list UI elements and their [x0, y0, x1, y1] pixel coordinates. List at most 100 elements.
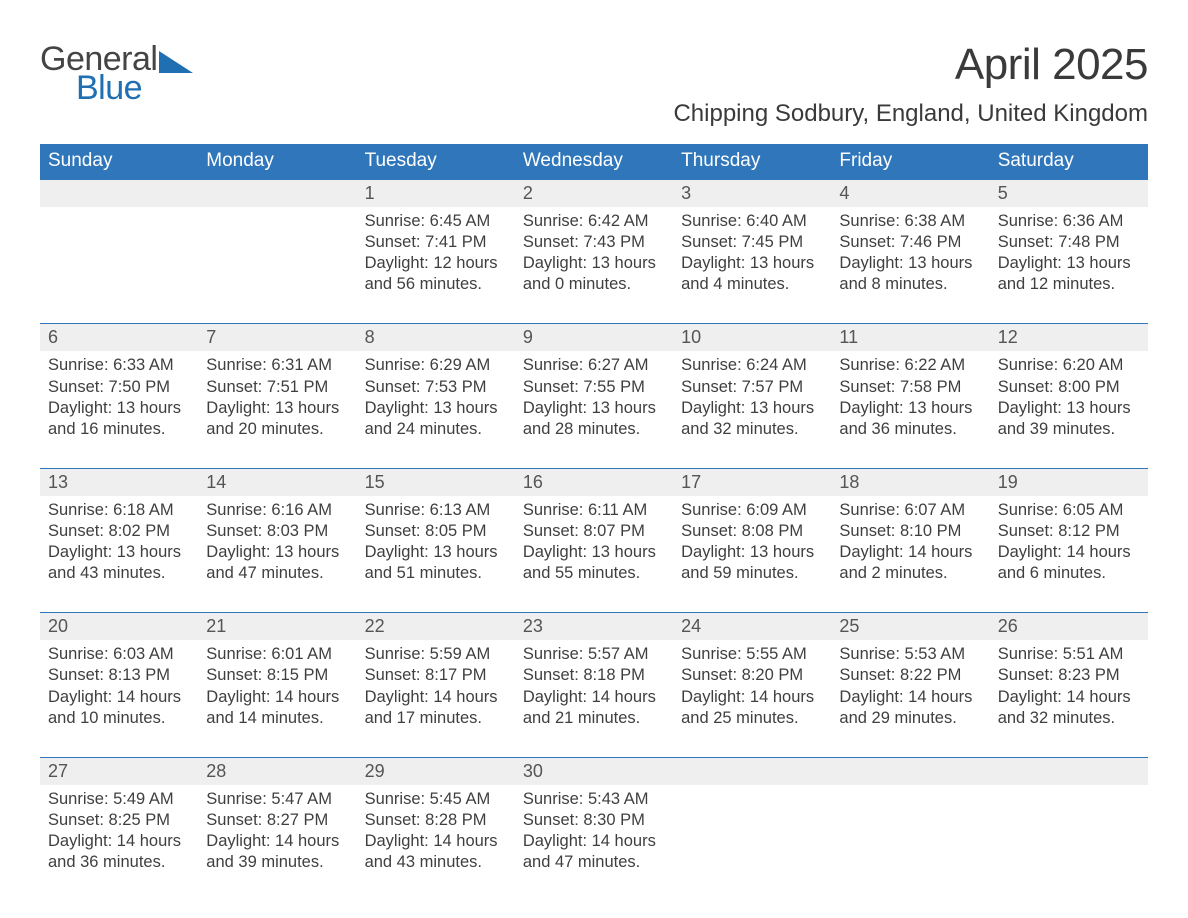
daylight-text: Daylight: 13 hours and 12 minutes.	[998, 253, 1140, 295]
sunrise-text: Sunrise: 6:11 AM	[523, 500, 665, 521]
sunset-text: Sunset: 8:22 PM	[839, 665, 981, 686]
day-number: 25	[831, 613, 989, 641]
day-cell: Sunrise: 6:27 AMSunset: 7:55 PMDaylight:…	[515, 351, 673, 468]
title-block: April 2025 Chipping Sodbury, England, Un…	[673, 40, 1148, 136]
sunrise-text: Sunrise: 5:45 AM	[365, 789, 507, 810]
sunset-text: Sunset: 7:57 PM	[681, 377, 823, 398]
sunrise-text: Sunrise: 5:49 AM	[48, 789, 190, 810]
day-cell: Sunrise: 5:45 AMSunset: 8:28 PMDaylight:…	[357, 785, 515, 901]
sunrise-text: Sunrise: 6:13 AM	[365, 500, 507, 521]
sunrise-text: Sunrise: 6:07 AM	[839, 500, 981, 521]
daylight-text: Daylight: 13 hours and 47 minutes.	[206, 542, 348, 584]
day-cell: Sunrise: 6:18 AMSunset: 8:02 PMDaylight:…	[40, 496, 198, 613]
day-number: 30	[515, 757, 673, 785]
sunrise-text: Sunrise: 6:05 AM	[998, 500, 1140, 521]
day-number: 7	[198, 324, 356, 352]
day-number: 11	[831, 324, 989, 352]
day-cell	[831, 785, 989, 901]
sunset-text: Sunset: 8:13 PM	[48, 665, 190, 686]
day-cell: Sunrise: 6:24 AMSunset: 7:57 PMDaylight:…	[673, 351, 831, 468]
header: General Blue April 2025 Chipping Sodbury…	[40, 40, 1148, 136]
daylight-text: Daylight: 14 hours and 47 minutes.	[523, 831, 665, 873]
day-cell: Sunrise: 6:22 AMSunset: 7:58 PMDaylight:…	[831, 351, 989, 468]
sunset-text: Sunset: 7:41 PM	[365, 232, 507, 253]
sunset-text: Sunset: 7:50 PM	[48, 377, 190, 398]
sunrise-text: Sunrise: 5:47 AM	[206, 789, 348, 810]
daylight-text: Daylight: 13 hours and 28 minutes.	[523, 398, 665, 440]
day-number: 19	[990, 468, 1148, 496]
day-number: 6	[40, 324, 198, 352]
daylight-text: Daylight: 13 hours and 4 minutes.	[681, 253, 823, 295]
daylight-text: Daylight: 14 hours and 29 minutes.	[839, 687, 981, 729]
day-number: 26	[990, 613, 1148, 641]
day-cell: Sunrise: 6:42 AMSunset: 7:43 PMDaylight:…	[515, 207, 673, 324]
location: Chipping Sodbury, England, United Kingdo…	[673, 100, 1148, 128]
sunset-text: Sunset: 8:25 PM	[48, 810, 190, 831]
sunrise-text: Sunrise: 5:57 AM	[523, 644, 665, 665]
day-cell: Sunrise: 6:40 AMSunset: 7:45 PMDaylight:…	[673, 207, 831, 324]
day-cell: Sunrise: 6:33 AMSunset: 7:50 PMDaylight:…	[40, 351, 198, 468]
day-number	[990, 757, 1148, 785]
daylight-text: Daylight: 14 hours and 6 minutes.	[998, 542, 1140, 584]
sunset-text: Sunset: 8:02 PM	[48, 521, 190, 542]
sunrise-text: Sunrise: 6:45 AM	[365, 211, 507, 232]
daylight-text: Daylight: 14 hours and 21 minutes.	[523, 687, 665, 729]
day-cell: Sunrise: 5:53 AMSunset: 8:22 PMDaylight:…	[831, 640, 989, 757]
sunrise-text: Sunrise: 6:09 AM	[681, 500, 823, 521]
day-content-row: Sunrise: 6:33 AMSunset: 7:50 PMDaylight:…	[40, 351, 1148, 468]
day-cell: Sunrise: 5:57 AMSunset: 8:18 PMDaylight:…	[515, 640, 673, 757]
weekday-header: Friday	[831, 144, 989, 180]
sunset-text: Sunset: 8:00 PM	[998, 377, 1140, 398]
sunset-text: Sunset: 8:07 PM	[523, 521, 665, 542]
sunset-text: Sunset: 8:10 PM	[839, 521, 981, 542]
sunrise-text: Sunrise: 6:31 AM	[206, 355, 348, 376]
day-number: 5	[990, 180, 1148, 208]
sunset-text: Sunset: 8:08 PM	[681, 521, 823, 542]
day-cell: Sunrise: 6:16 AMSunset: 8:03 PMDaylight:…	[198, 496, 356, 613]
sunset-text: Sunset: 8:30 PM	[523, 810, 665, 831]
sunrise-text: Sunrise: 6:40 AM	[681, 211, 823, 232]
sunrise-text: Sunrise: 5:55 AM	[681, 644, 823, 665]
daylight-text: Daylight: 14 hours and 36 minutes.	[48, 831, 190, 873]
sunrise-text: Sunrise: 6:38 AM	[839, 211, 981, 232]
day-number: 28	[198, 757, 356, 785]
day-cell: Sunrise: 6:09 AMSunset: 8:08 PMDaylight:…	[673, 496, 831, 613]
daynum-row: 27282930	[40, 757, 1148, 785]
day-number	[198, 180, 356, 208]
daylight-text: Daylight: 14 hours and 14 minutes.	[206, 687, 348, 729]
sunrise-text: Sunrise: 6:01 AM	[206, 644, 348, 665]
day-number: 8	[357, 324, 515, 352]
daylight-text: Daylight: 14 hours and 43 minutes.	[365, 831, 507, 873]
day-number: 24	[673, 613, 831, 641]
sunset-text: Sunset: 7:45 PM	[681, 232, 823, 253]
day-cell: Sunrise: 5:51 AMSunset: 8:23 PMDaylight:…	[990, 640, 1148, 757]
daylight-text: Daylight: 13 hours and 51 minutes.	[365, 542, 507, 584]
day-number: 18	[831, 468, 989, 496]
day-number: 27	[40, 757, 198, 785]
day-content-row: Sunrise: 6:18 AMSunset: 8:02 PMDaylight:…	[40, 496, 1148, 613]
daylight-text: Daylight: 13 hours and 20 minutes.	[206, 398, 348, 440]
daylight-text: Daylight: 13 hours and 24 minutes.	[365, 398, 507, 440]
daylight-text: Daylight: 13 hours and 16 minutes.	[48, 398, 190, 440]
sunset-text: Sunset: 8:27 PM	[206, 810, 348, 831]
sunrise-text: Sunrise: 6:27 AM	[523, 355, 665, 376]
weekday-header: Thursday	[673, 144, 831, 180]
day-number: 15	[357, 468, 515, 496]
sunrise-text: Sunrise: 6:03 AM	[48, 644, 190, 665]
calendar: Sunday Monday Tuesday Wednesday Thursday…	[40, 144, 1148, 901]
weekday-header: Sunday	[40, 144, 198, 180]
daylight-text: Daylight: 14 hours and 39 minutes.	[206, 831, 348, 873]
day-number: 14	[198, 468, 356, 496]
sunrise-text: Sunrise: 5:59 AM	[365, 644, 507, 665]
day-cell: Sunrise: 5:59 AMSunset: 8:17 PMDaylight:…	[357, 640, 515, 757]
weekday-header: Saturday	[990, 144, 1148, 180]
daylight-text: Daylight: 13 hours and 8 minutes.	[839, 253, 981, 295]
day-number: 4	[831, 180, 989, 208]
sunrise-text: Sunrise: 6:42 AM	[523, 211, 665, 232]
day-cell: Sunrise: 6:13 AMSunset: 8:05 PMDaylight:…	[357, 496, 515, 613]
daylight-text: Daylight: 14 hours and 10 minutes.	[48, 687, 190, 729]
day-number	[831, 757, 989, 785]
month-title: April 2025	[673, 40, 1148, 90]
daylight-text: Daylight: 13 hours and 0 minutes.	[523, 253, 665, 295]
sunrise-text: Sunrise: 6:24 AM	[681, 355, 823, 376]
